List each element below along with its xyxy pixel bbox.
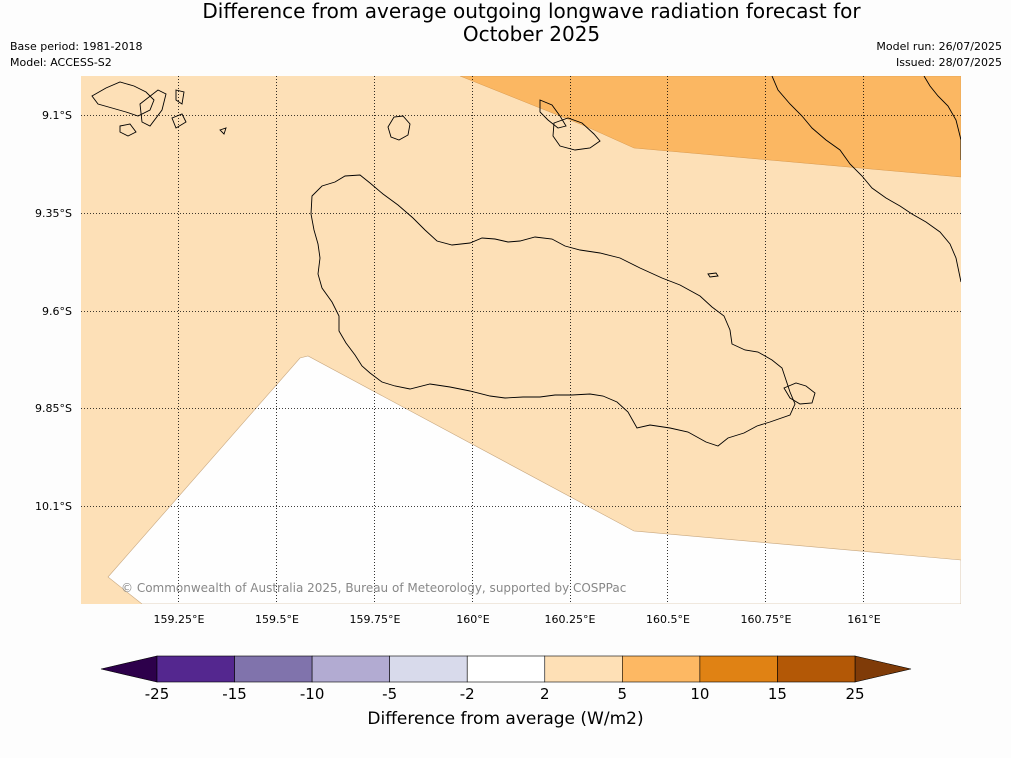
coastline-islet	[783, 382, 816, 405]
colorbar	[100, 655, 912, 683]
colorbar-tick-label: 25	[845, 685, 864, 703]
coastline-russell-islet	[139, 89, 167, 127]
base-period-text: Base period: 1981-2018	[10, 40, 143, 53]
colorbar-bin	[699, 655, 778, 683]
lon-labels: 159.25°E 159.5°E 159.75°E 160°E 160.25°E…	[154, 613, 881, 626]
lat-label: 9.85°S	[35, 402, 72, 415]
colorbar-bin	[466, 655, 546, 683]
coastline-florida-islands	[552, 117, 601, 151]
lat-label: 9.1°S	[42, 109, 72, 122]
colorbar-tick-label: -5	[382, 685, 397, 703]
coastline-islet	[707, 272, 719, 278]
lon-label: 159.25°E	[154, 613, 205, 626]
model-text: Model: ACCESS-S2	[10, 56, 112, 69]
lon-label: 160.75°E	[741, 613, 792, 626]
title-line-1: Difference from average outgoing longwav…	[202, 0, 861, 23]
coastlines	[91, 76, 961, 447]
anomaly-region-neutral	[107, 355, 961, 604]
colorbar-tick-label: 15	[768, 685, 787, 703]
model-run-text: Model run: 26/07/2025	[876, 40, 1002, 53]
coastline-malaita	[771, 76, 961, 283]
lat-label: 10.1°S	[35, 500, 72, 513]
lat-labels: 9.1°S 9.35°S 9.6°S 9.85°S 10.1°S	[35, 109, 72, 513]
lon-label: 159.5°E	[255, 613, 299, 626]
coastline-islet	[175, 89, 185, 105]
copyright-notice: © Commonwealth of Australia 2025, Bureau…	[121, 581, 626, 595]
colorbar-tick-label: 2	[540, 685, 550, 703]
lon-label: 160.25°E	[545, 613, 596, 626]
colorbar-tick-label: 10	[690, 685, 709, 703]
colorbar-over-arrow	[854, 655, 912, 683]
colorbar-under-arrow	[100, 655, 158, 683]
colorbar-tick-label: -25	[145, 685, 170, 703]
colorbar-bin	[622, 655, 701, 683]
lon-label: 160°E	[456, 613, 489, 626]
map-title: Difference from average outgoing longwav…	[0, 0, 1011, 46]
lon-label: 161°E	[847, 613, 880, 626]
coastline-russell-islands	[91, 81, 155, 117]
coastline-malaita-north	[923, 76, 961, 160]
lat-label: 9.6°S	[42, 305, 72, 318]
colorbar-bin	[311, 655, 390, 683]
colorbar-bin	[234, 655, 313, 683]
colorbar-bin	[777, 655, 856, 683]
colorbar-tick-label: -15	[222, 685, 247, 703]
anomaly-region-5-to-10	[459, 76, 961, 178]
coastline-islet	[219, 127, 227, 135]
meta-left: Base period: 1981-2018 Model: ACCESS-S2	[10, 39, 142, 71]
colorbar-tick-label: -10	[300, 685, 325, 703]
colorbar-ticks: -25 -15 -10 -5 -2 2 5 10 15 25	[145, 685, 865, 703]
coastline-islet	[171, 113, 187, 129]
colorbar-bin	[156, 655, 235, 683]
title-line-2: October 2025	[462, 22, 601, 46]
colorbar-tick-label: 5	[618, 685, 628, 703]
colorbar-bin	[544, 655, 623, 683]
map-panel: © Commonwealth of Australia 2025, Bureau…	[81, 76, 961, 604]
lon-label: 160.5°E	[646, 613, 690, 626]
gridlines	[81, 76, 961, 604]
colorbar-bin	[389, 655, 468, 683]
lat-label: 9.35°S	[35, 207, 72, 220]
colorbar-label: Difference from average (W/m2)	[367, 709, 644, 729]
coastline-small-island	[387, 115, 411, 141]
coastline-guadalcanal	[310, 174, 796, 447]
meta-right: Model run: 26/07/2025 Issued: 28/07/2025	[876, 39, 1002, 71]
coastline-nggela	[539, 99, 567, 129]
lon-label: 159.75°E	[350, 613, 401, 626]
colorbar-tick-label: -2	[460, 685, 475, 703]
coastline-islet	[119, 123, 137, 137]
issued-text: Issued: 28/07/2025	[895, 56, 1002, 69]
